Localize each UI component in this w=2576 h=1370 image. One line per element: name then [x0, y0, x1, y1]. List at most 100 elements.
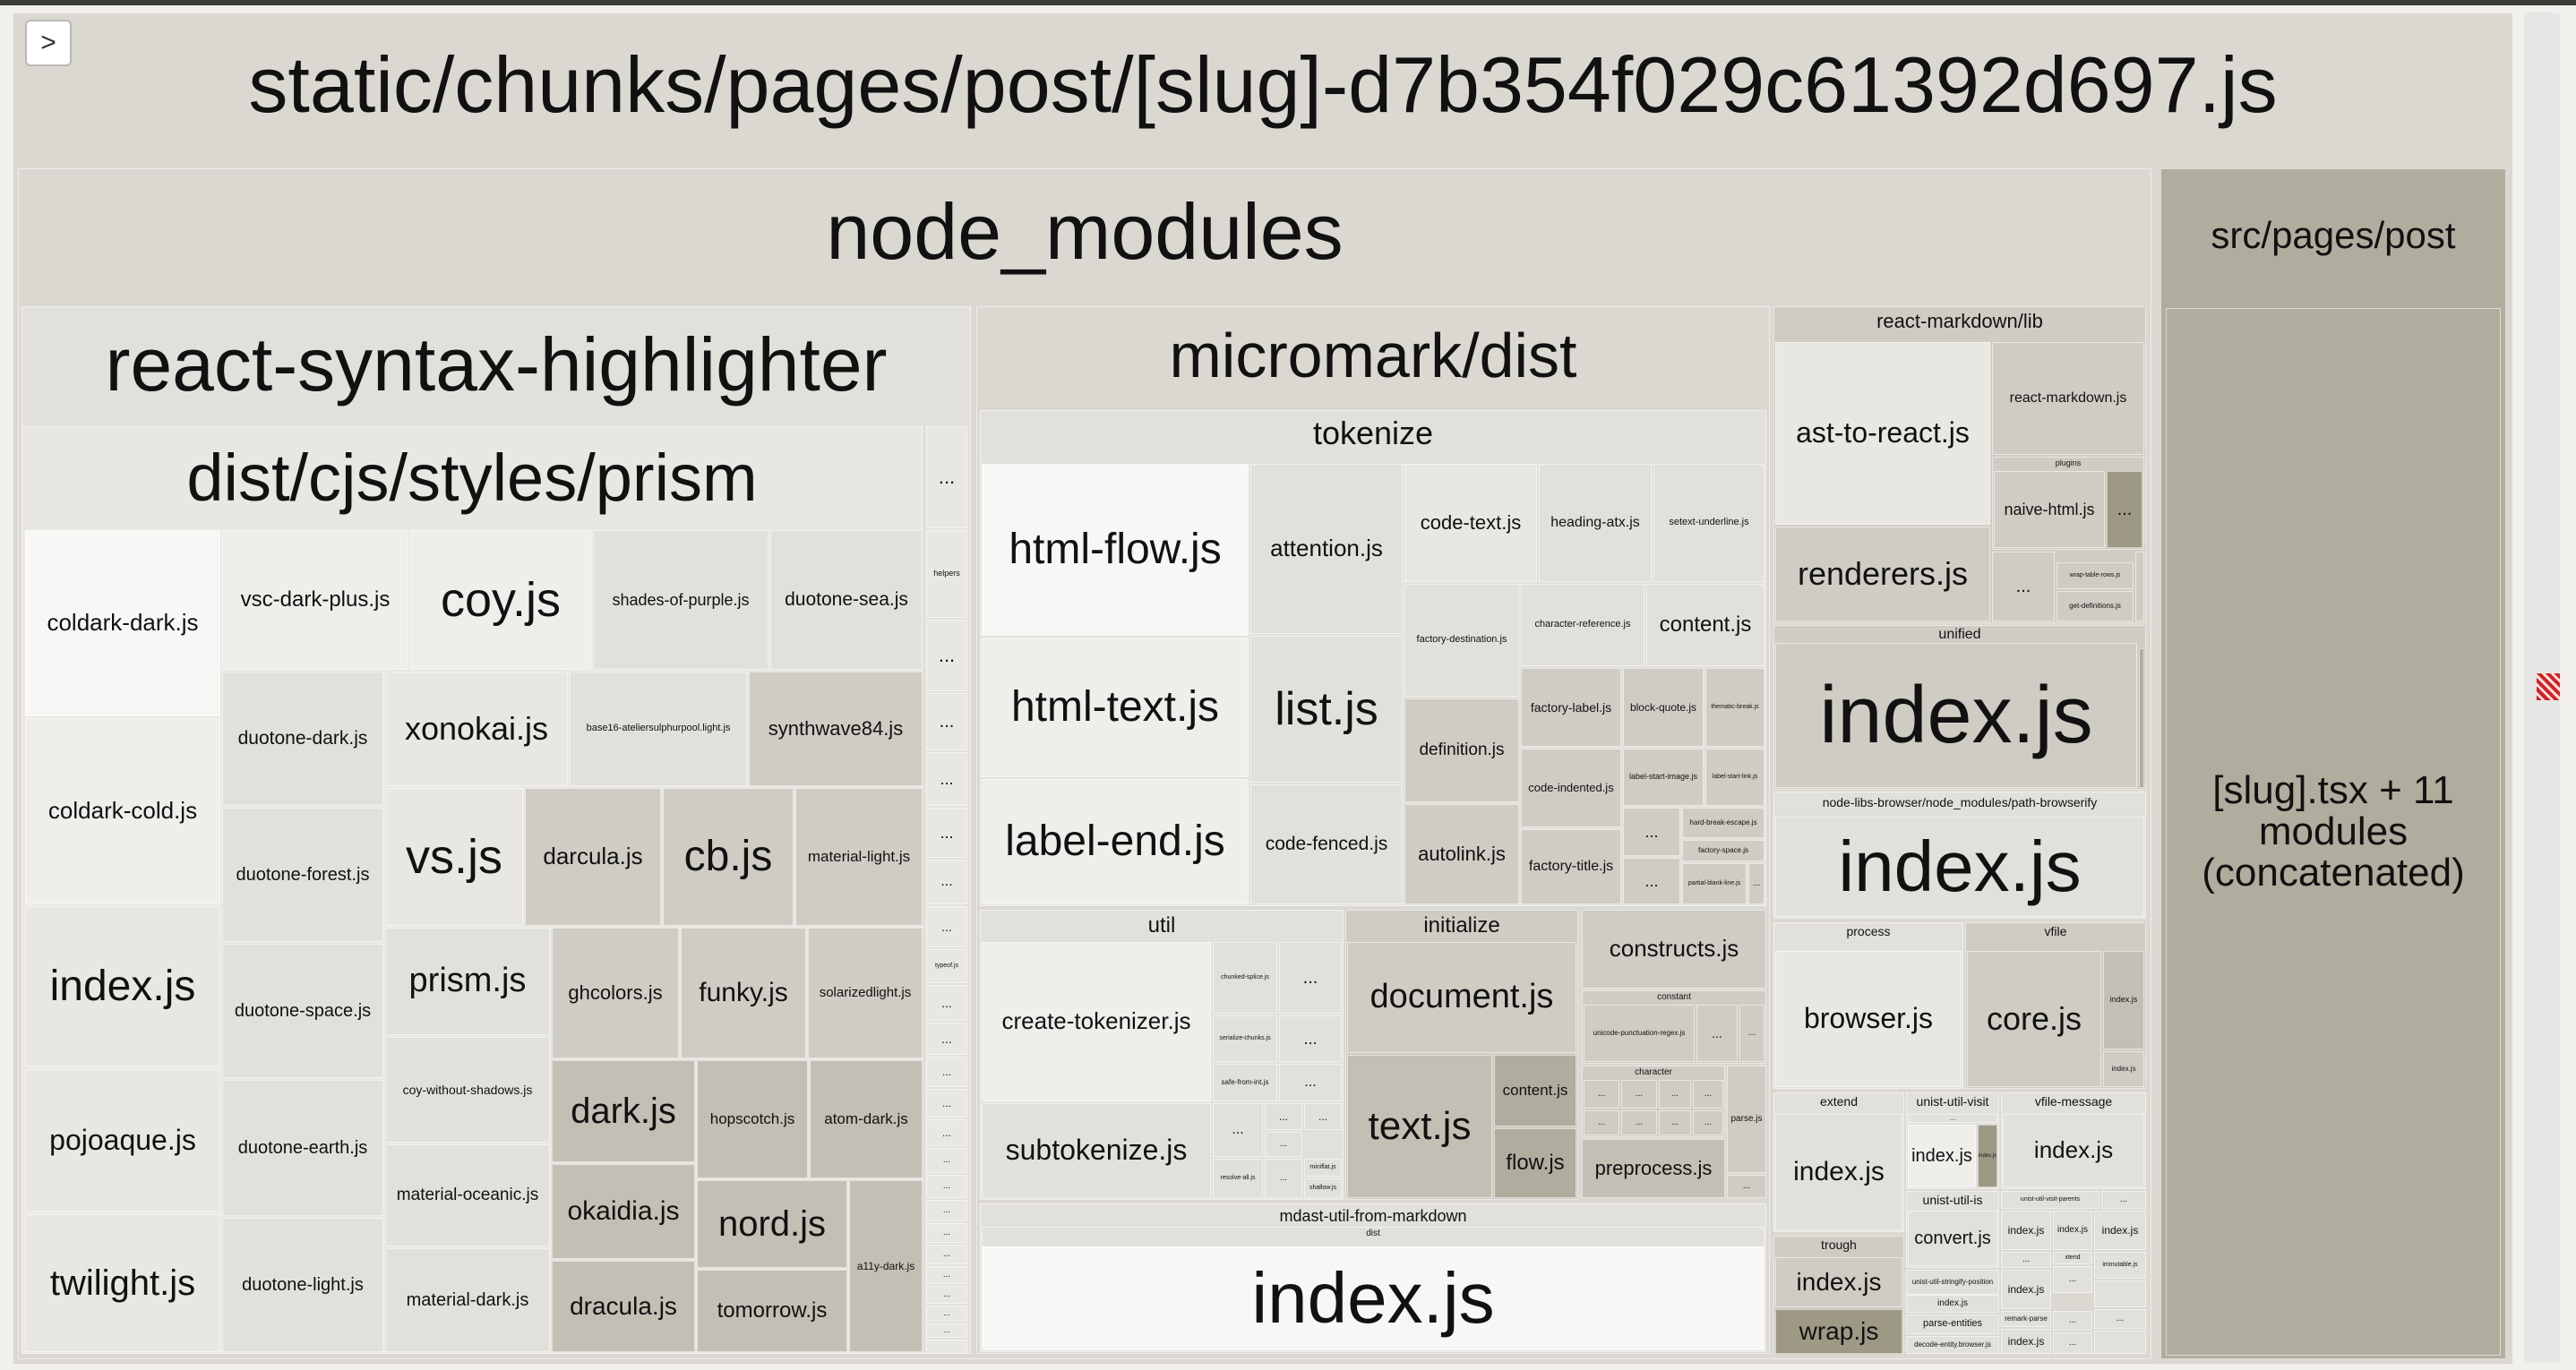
treemap-module[interactable]: ...: [926, 1119, 967, 1146]
treemap-module[interactable]: thematic-break.js: [1705, 668, 1765, 747]
treemap-module[interactable]: ...: [1304, 1103, 1342, 1130]
treemap-module[interactable]: resolve-all.js: [1213, 1159, 1263, 1198]
treemap-module[interactable]: react-markdown.js: [1992, 342, 2144, 455]
treemap-module[interactable]: ...: [1279, 1064, 1342, 1101]
treemap-module[interactable]: ...: [1621, 1110, 1657, 1135]
treemap-module[interactable]: ...: [926, 860, 967, 904]
treemap-module[interactable]: autolink.js: [1404, 804, 1519, 904]
treemap-module[interactable]: ...: [926, 1245, 967, 1264]
treemap-module[interactable]: duotone-dark.js: [222, 672, 383, 806]
treemap-module[interactable]: convert.js: [1908, 1211, 1997, 1266]
treemap-module[interactable]: ...: [926, 693, 967, 750]
treemap-module[interactable]: index.js: [1775, 1114, 1902, 1230]
treemap-module[interactable]: ...: [2053, 1266, 2092, 1293]
treemap-module[interactable]: okaidia.js: [552, 1164, 695, 1259]
treemap-module[interactable]: ...: [926, 1057, 967, 1087]
treemap-module[interactable]: block-quote.js: [1623, 668, 1704, 747]
treemap-module[interactable]: base16-ateliersulphurpool.light.js: [570, 672, 747, 786]
treemap-module[interactable]: ...: [2094, 1309, 2146, 1329]
treemap-module[interactable]: ...: [926, 808, 967, 858]
treemap-module[interactable]: factory-space.js: [1682, 840, 1765, 861]
treemap-module[interactable]: html-text.js: [982, 638, 1249, 777]
treemap-module[interactable]: create-tokenizer.js: [982, 942, 1211, 1101]
treemap-module[interactable]: duotone-space.js: [222, 944, 383, 1078]
treemap-module[interactable]: setext-underline.js: [1653, 464, 1765, 582]
treemap-module[interactable]: [926, 1340, 967, 1354]
treemap-module[interactable]: parse.js: [1727, 1066, 1766, 1173]
treemap-module[interactable]: factory-label.js: [1521, 668, 1621, 747]
treemap-module[interactable]: index.js: [2001, 1211, 2051, 1250]
treemap-module[interactable]: coy-without-shadows.js: [385, 1037, 550, 1143]
treemap-module[interactable]: browser.js: [1775, 951, 1962, 1087]
treemap-module[interactable]: code-fenced.js: [1250, 784, 1403, 904]
treemap-module[interactable]: safe-from-int.js: [1213, 1064, 1277, 1101]
treemap-module[interactable]: unist-util-stringify-position: [1906, 1270, 1999, 1295]
treemap-module[interactable]: ...: [1659, 1080, 1691, 1109]
treemap-module[interactable]: vs.js: [385, 788, 523, 926]
treemap-module[interactable]: ...: [926, 1323, 967, 1338]
treemap-module[interactable]: ...: [1748, 863, 1765, 904]
treemap-module[interactable]: xonokai.js: [385, 672, 568, 786]
treemap-module[interactable]: index.js: [2103, 1051, 2144, 1087]
treemap-module[interactable]: index.js: [2001, 1329, 2051, 1354]
treemap-module[interactable]: vsc-dark-plus.js: [222, 530, 408, 670]
treemap-module[interactable]: typeof.js: [926, 949, 967, 983]
treemap-module[interactable]: ...: [1213, 1103, 1263, 1157]
treemap-module[interactable]: index.js: [2094, 1211, 2146, 1250]
treemap-module[interactable]: code-indented.js: [1521, 749, 1621, 827]
treemap-module[interactable]: atom-dark.js: [810, 1060, 923, 1178]
treemap-module[interactable]: ...: [1621, 1080, 1657, 1109]
treemap-module[interactable]: material-dark.js: [385, 1248, 550, 1352]
treemap-module[interactable]: ...: [1279, 942, 1342, 1014]
treemap-module[interactable]: solarizedlight.js: [808, 928, 923, 1058]
treemap-module[interactable]: ast-to-react.js: [1775, 342, 1990, 525]
treemap-module[interactable]: ...: [1727, 1175, 1766, 1198]
treemap-module[interactable]: darcula.js: [525, 788, 661, 926]
treemap-module[interactable]: ...: [926, 1266, 967, 1284]
treemap-module[interactable]: ...: [1696, 1005, 1738, 1062]
treemap-module[interactable]: label-end.js: [982, 779, 1249, 904]
treemap-module[interactable]: core.js: [1967, 951, 2101, 1087]
treemap-module[interactable]: document.js: [1347, 942, 1576, 1053]
treemap-module[interactable]: ...: [926, 985, 967, 1021]
treemap-module[interactable]: wrap-table-rows.js: [2057, 562, 2134, 589]
treemap-module[interactable]: helpers: [926, 530, 967, 618]
treemap-module[interactable]: material-oceanic.js: [385, 1144, 550, 1246]
treemap-module[interactable]: index.js: [982, 1246, 1765, 1350]
treemap-module[interactable]: ...: [1693, 1110, 1723, 1135]
treemap-module[interactable]: ...: [2107, 471, 2142, 548]
treemap-module[interactable]: nord.js: [697, 1180, 847, 1268]
treemap-module[interactable]: [2094, 1280, 2146, 1307]
treemap-module[interactable]: [slug].tsx + 11 modules (concatenated): [2166, 308, 2501, 1356]
treemap-module[interactable]: chunked-splice.js: [1213, 942, 1277, 1014]
treemap-module[interactable]: ...: [1623, 808, 1680, 856]
treemap-module[interactable]: ...: [1992, 552, 2055, 621]
treemap-module[interactable]: ...: [926, 752, 967, 806]
treemap-module[interactable]: index.js: [1775, 643, 2137, 788]
treemap-module[interactable]: label-start-image.js: [1623, 749, 1704, 806]
treemap-module[interactable]: ghcolors.js: [552, 928, 679, 1058]
treemap-module[interactable]: pojoaque.js: [25, 1069, 220, 1212]
treemap-module[interactable]: remark-parse: [2001, 1311, 2051, 1327]
treemap-module[interactable]: partial-blank-line.js: [1682, 863, 1747, 904]
treemap-module[interactable]: ...: [2101, 1191, 2146, 1209]
treemap-module[interactable]: ...: [1623, 858, 1680, 904]
treemap-module[interactable]: hopscotch.js: [697, 1060, 808, 1178]
treemap-module[interactable]: renderers.js: [1775, 527, 1990, 621]
treemap-module[interactable]: preprocess.js: [1582, 1139, 1725, 1198]
treemap-module[interactable]: ...: [1584, 1110, 1619, 1135]
treemap-module[interactable]: index.js: [1978, 1125, 1997, 1187]
treemap-module[interactable]: index.js: [2003, 1114, 2144, 1187]
treemap-module[interactable]: coldark-dark.js: [25, 530, 220, 716]
treemap-module[interactable]: ...: [1693, 1080, 1723, 1109]
treemap-module[interactable]: character-reference.js: [1521, 584, 1644, 666]
treemap-module[interactable]: parse-entities: [1906, 1314, 1999, 1334]
treemap-module[interactable]: coldark-cold.js: [25, 718, 220, 904]
treemap-module[interactable]: index.js: [2053, 1211, 2092, 1250]
treemap-module[interactable]: unist-util-visit-parents: [2001, 1191, 2099, 1209]
treemap-module[interactable]: ...: [926, 1148, 967, 1173]
treemap-module[interactable]: ...: [1265, 1132, 1302, 1157]
treemap-module[interactable]: index.js: [2001, 1270, 2051, 1309]
treemap-module[interactable]: duotone-forest.js: [222, 808, 383, 942]
treemap-module[interactable]: text.js: [1347, 1055, 1492, 1198]
